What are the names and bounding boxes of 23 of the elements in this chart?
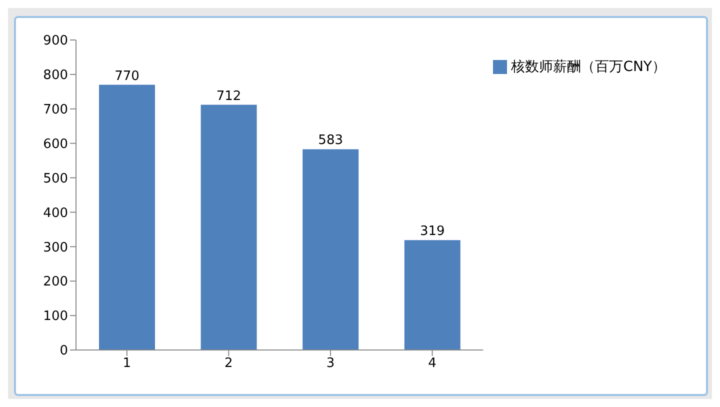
y-tick-label: 100 — [43, 309, 68, 324]
y-tick-label: 300 — [43, 240, 68, 256]
y-tick-label: 900 — [43, 34, 68, 49]
x-tick-label: 4 — [428, 356, 436, 372]
y-tick-label: 400 — [43, 206, 68, 221]
y-tick-label: 200 — [43, 274, 68, 290]
y-tick-label: 500 — [43, 171, 68, 186]
x-tick-label: 3 — [326, 356, 335, 372]
y-tick-label: 800 — [43, 68, 68, 84]
x-tick-label: 2 — [224, 356, 233, 372]
bar — [302, 149, 359, 350]
bar — [200, 104, 257, 350]
data-label: 770 — [114, 68, 140, 84]
bar — [404, 240, 460, 350]
y-tick-label: 0 — [60, 344, 68, 359]
bar — [99, 84, 155, 350]
data-label: 712 — [216, 88, 242, 104]
legend-label: 核数师薪酬（百万CNY） — [511, 59, 666, 75]
data-label: 583 — [318, 133, 344, 148]
y-tick-label: 600 — [43, 136, 68, 152]
y-tick-label: 700 — [43, 102, 68, 118]
data-label: 319 — [420, 224, 445, 240]
x-tick-label: 1 — [122, 356, 132, 372]
